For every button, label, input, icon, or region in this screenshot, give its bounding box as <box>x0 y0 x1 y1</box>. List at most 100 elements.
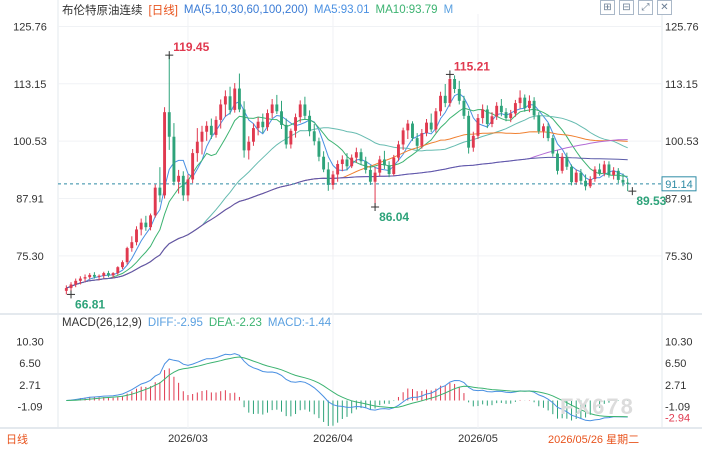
candle-body <box>289 130 293 145</box>
candle-body <box>467 115 471 148</box>
candle-body <box>509 113 513 119</box>
candle-body <box>392 157 396 174</box>
candle-body <box>125 248 129 263</box>
macd-dea-line <box>66 356 628 418</box>
macd-tick-right: 6.50 <box>665 358 686 370</box>
candle-body <box>462 100 466 116</box>
candle-body <box>223 96 227 105</box>
annotation-label: 119.45 <box>173 40 209 54</box>
ma-more-label[interactable]: M <box>443 4 454 16</box>
candle-body <box>172 136 176 182</box>
candle-body <box>584 180 588 187</box>
candle-body <box>336 164 340 175</box>
candle-body <box>542 126 545 132</box>
x-tick-label: 2026/05 <box>458 433 498 445</box>
candle-body <box>121 262 124 268</box>
candle-body <box>111 273 115 276</box>
annotation-label: 89.53 <box>636 194 666 208</box>
x-tick-label: 2026/03 <box>168 433 208 445</box>
candle-body <box>406 123 410 131</box>
candle-body <box>312 131 316 142</box>
candle-body <box>186 179 190 196</box>
candle-body <box>322 156 326 170</box>
price-tick-left: 75.30 <box>16 251 44 263</box>
candle-body <box>228 96 232 110</box>
candle-body <box>64 288 68 291</box>
candle-body <box>256 121 260 129</box>
macd-tick-left: -1.09 <box>17 402 42 414</box>
macd-tick-left: 2.71 <box>19 380 40 392</box>
candle-body <box>102 273 106 276</box>
candle-body <box>439 95 443 112</box>
chart-header: 布伦特原油连续 [日线] MA(5,10,30,60,100,200) MA5:… <box>62 2 459 18</box>
macd-header: MACD(26,12,9) DIFF:-2.95 DEA:-2.23 MACD:… <box>62 317 337 329</box>
candle-body <box>237 88 241 110</box>
candle-body <box>149 215 152 228</box>
annotation-label: 66.81 <box>75 297 105 311</box>
macd-tick-right-extra: -2.94 <box>665 412 690 424</box>
footer-period-label[interactable]: 日线 <box>6 434 28 446</box>
candle-body <box>443 95 447 104</box>
candle-body <box>247 141 251 151</box>
footer-date: 2026/05/26 星期二 <box>548 434 640 446</box>
macd-settings-label[interactable]: MACD(26,12,9) <box>62 317 142 329</box>
candle-body <box>457 89 461 101</box>
candle-body <box>284 124 288 145</box>
macd-diff-line <box>66 353 628 422</box>
contract-icon[interactable]: ⊟ <box>619 0 634 15</box>
macd-tick-left: 10.30 <box>16 336 44 348</box>
candle-body <box>490 116 494 124</box>
candle-body <box>139 222 143 230</box>
candle-body <box>209 125 213 135</box>
candle-body <box>158 187 162 196</box>
candle-body <box>565 156 569 167</box>
candle-body <box>317 141 321 157</box>
period-label[interactable]: [日线] <box>148 5 178 17</box>
price-tick-right: 100.53 <box>665 136 699 148</box>
macd-tick-left: 6.50 <box>19 358 40 370</box>
price-tick-right: 125.76 <box>665 21 699 33</box>
candle-body <box>382 159 386 166</box>
close-icon[interactable]: ✕ <box>657 0 672 15</box>
x-tick-label: 2026/04 <box>313 433 353 445</box>
candle-body <box>214 119 218 135</box>
ma-settings-label[interactable]: MA(5,10,30,60,100,200) <box>183 4 308 16</box>
candle-body <box>560 156 564 171</box>
candle-body <box>326 169 330 185</box>
candle-body <box>191 153 195 180</box>
candle-body <box>411 123 414 139</box>
candle-body <box>574 172 578 183</box>
candle-body <box>453 79 457 89</box>
candle-body <box>308 115 312 132</box>
candle-body <box>153 187 157 216</box>
moving-average-lines <box>66 92 629 289</box>
candle-body <box>69 284 73 289</box>
candle-body <box>280 111 283 125</box>
candle-body <box>570 166 573 183</box>
ma5-value: MA5:93.01 <box>313 4 370 16</box>
candle-body <box>626 182 630 184</box>
ma200-line <box>66 156 628 289</box>
candle-body <box>163 112 167 196</box>
candle-body <box>425 122 428 134</box>
price-annotations: 119.45 115.21 86.04 66.81 89.53 <box>67 40 667 311</box>
candle-body <box>527 100 531 109</box>
candle-body <box>551 138 555 154</box>
candle-body <box>373 172 377 182</box>
macd-tick-right: 2.71 <box>665 380 686 392</box>
candle-body <box>83 277 87 279</box>
macd-dea-value: DEA:-2.23 <box>208 317 262 329</box>
grid-icon[interactable]: ⊞ <box>600 0 615 15</box>
ma10-value: MA10:93.79 <box>375 4 438 16</box>
candle-body <box>368 169 372 182</box>
macd-diff-value: DIFF:-2.95 <box>147 317 203 329</box>
candle-body <box>537 115 541 132</box>
annotation-label: 86.04 <box>379 210 409 224</box>
candle-body <box>74 280 78 285</box>
candle-body <box>434 111 438 130</box>
expand-icon[interactable]: ⤢ <box>638 0 653 15</box>
candle-body <box>397 144 400 158</box>
candle-body <box>593 169 597 179</box>
candle-body <box>607 164 611 175</box>
price-tick-left: 125.76 <box>13 21 47 33</box>
